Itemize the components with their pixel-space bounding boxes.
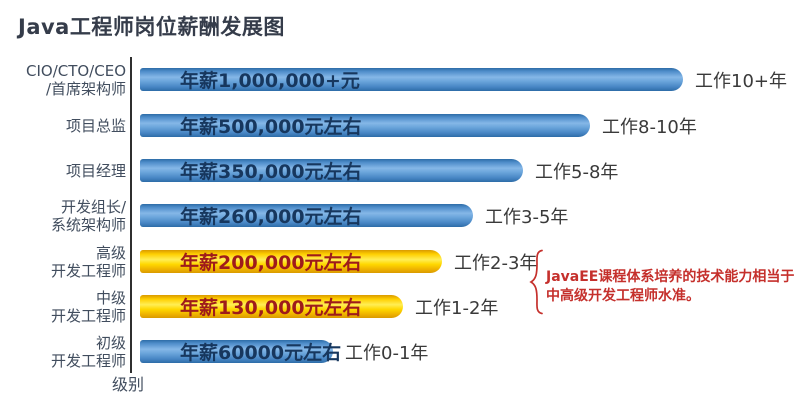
y-axis-line [130,57,132,373]
salary-label: 年薪60000元左右 [180,342,342,364]
level-label: CIO/CTO/CEO /首席架构师 [0,62,126,98]
experience-label: 工作1-2年 [415,297,499,319]
salary-label: 年薪1,000,000+元 [180,70,360,92]
level-label-line1: 高级 [95,243,126,262]
chart-row-teamlead: 开发组长/ 系统架构师 年薪260,000元左右 工作3-5年 [0,198,800,234]
y-axis-label: 级别 [112,375,145,394]
level-label: 初级 开发工程师 [0,334,126,370]
level-label-line2: 系统架构师 [50,215,126,234]
chart-row-senior: 高级 开发工程师 年薪200,000元左右 工作2-3年 [0,244,800,280]
chart-row-manager: 项目经理 年薪350,000元左右 工作5-8年 [0,159,800,183]
chart-row-junior: 初级 开发工程师 年薪60000元左右 工作0-1年 [0,334,800,370]
page-title: Java工程师岗位薪酬发展图 [18,15,285,39]
level-label-line1: 中级 [95,288,126,307]
annotation-line1: JavaEE课程体系培养的技术能力相当于 [546,269,795,285]
level-label: 开发组长/ 系统架构师 [0,198,126,234]
level-label-line1: CIO/CTO/CEO [25,61,126,80]
salary-label: 年薪350,000元左右 [180,161,362,183]
chart-row-director: 项目总监 年薪500,000元左右 工作8-10年 [0,114,800,138]
level-label-line2: 开发工程师 [50,306,126,325]
level-label: 高级 开发工程师 [0,244,126,280]
annotation-line2: 中高级开发工程师水准。 [546,288,700,304]
annotation-text: JavaEE课程体系培养的技术能力相当于 中高级开发工程师水准。 [546,268,796,306]
experience-label: 工作5-8年 [535,161,619,183]
level-label-line1: 项目总监 [65,116,126,135]
salary-label: 年薪260,000元左右 [180,206,362,228]
level-label-line1: 开发组长/ [60,197,126,216]
level-label-line2: 开发工程师 [50,351,126,370]
salary-bar: 年薪260,000元左右 [140,204,473,228]
experience-label: 工作10+年 [695,70,787,92]
level-label-line2: 开发工程师 [50,261,126,280]
level-label-line1: 项目经理 [65,161,126,180]
salary-bar: 年薪350,000元左右 [140,159,523,183]
brace-icon [528,249,545,319]
level-label: 项目经理 [0,162,126,180]
experience-label: 工作0-1年 [345,342,429,364]
salary-label: 年薪500,000元左右 [180,116,362,138]
salary-bar: 年薪200,000元左右 [140,250,442,274]
experience-label: 工作3-5年 [485,206,569,228]
chart-row-intermediate: 中级 开发工程师 年薪130,000元左右 工作1-2年 [0,289,800,325]
salary-bar: 年薪130,000元左右 [140,295,403,319]
level-label: 中级 开发工程师 [0,289,126,325]
level-label: 项目总监 [0,117,126,135]
salary-bar: 年薪1,000,000+元 [140,68,683,92]
salary-label: 年薪130,000元左右 [180,297,362,319]
level-label-line1: 初级 [95,333,126,352]
level-label-line2: /首席架构师 [45,79,126,98]
chart-row-cio: CIO/CTO/CEO /首席架构师 年薪1,000,000+元 工作10+年 [0,62,800,98]
salary-label: 年薪200,000元左右 [180,252,362,274]
salary-bar: 年薪60000元左右 [140,340,341,364]
salary-bar: 年薪500,000元左右 [140,114,590,138]
experience-label: 工作2-3年 [454,252,538,274]
experience-label: 工作8-10年 [602,116,697,138]
